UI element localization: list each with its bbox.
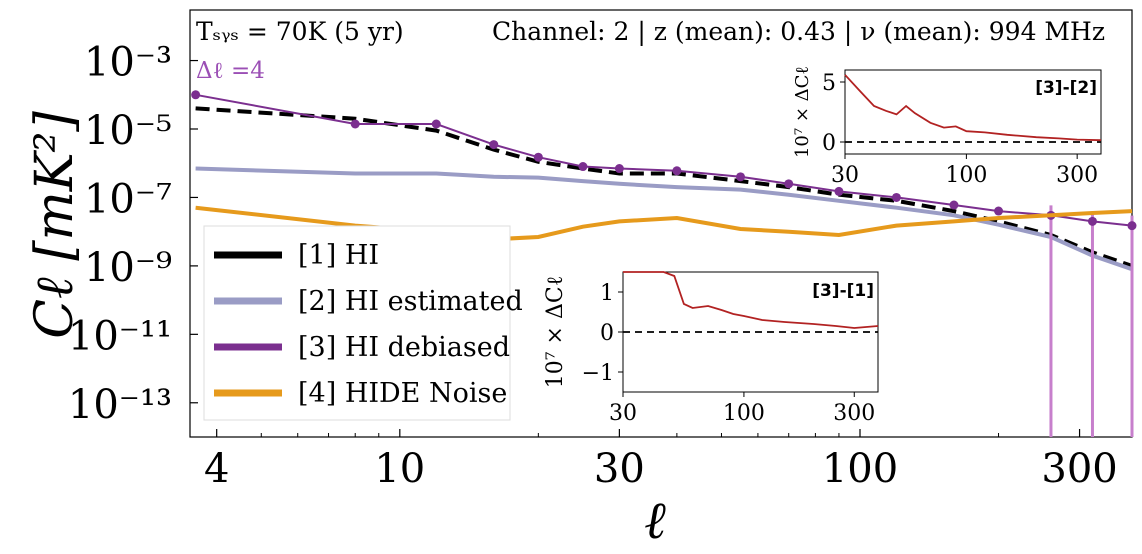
y-tick-label: 10⁻⁷ (84, 176, 172, 222)
inset-lower-title: [3]-[1] (812, 281, 874, 301)
inset-upper-ylabel: 10⁷ × ΔCℓ (792, 66, 813, 158)
inset-x-tick-label: 30 (831, 163, 859, 188)
inset-upper: 30 100 300 0 5 [3]-[2] 10⁷ × ΔCℓ (792, 66, 1102, 188)
x-tick-label: 30 (594, 446, 645, 492)
inset-lower-ylabel: 10⁷ × ΔCℓ (543, 276, 568, 389)
x-tick-label: 10 (374, 446, 425, 492)
inset-upper-title: [3]-[2] (1035, 78, 1097, 98)
delta-ell-annotation: Δℓ =4 (196, 58, 265, 84)
series-2-point (578, 162, 588, 172)
legend-label: [2] HI estimated (298, 286, 523, 317)
legend-label: [1] HI (298, 240, 379, 271)
series-2-point (191, 90, 201, 100)
series-2-point (994, 206, 1004, 216)
series-2-point (834, 186, 844, 196)
legend-label: [3] HI debiased (298, 332, 510, 363)
tsys-annotation: Tₛᵧₛ = 70K (5 yr) (196, 17, 404, 46)
series-2-point (1127, 221, 1137, 231)
x-axis-label: ℓ (644, 491, 666, 551)
inset-y-tick-label: −1 (582, 361, 614, 386)
inset-y-tick-label: 5 (822, 71, 836, 96)
y-axis-label: Cℓ [mK²] (25, 111, 85, 339)
y-tick-label: 10⁻¹¹ (68, 313, 172, 359)
x-tick-label: 300 (1041, 446, 1117, 492)
main-series-group (191, 90, 1137, 437)
inset-y-tick-label: 0 (600, 321, 614, 346)
series-2-point (614, 164, 624, 174)
x-tick-label: 100 (822, 446, 898, 492)
legend-label: [4] HIDE Noise (298, 378, 507, 409)
series-2-point (949, 200, 959, 210)
inset-y-tick-label: 1 (600, 281, 614, 306)
main-x-ticks: 4 10 30 100 300 (204, 429, 1118, 492)
main-y-ticks: 10⁻³ 10⁻⁵ 10⁻⁷ 10⁻⁹ 10⁻¹¹ 10⁻¹³ (68, 40, 198, 428)
series-2-point (431, 119, 441, 129)
inset-series-line (844, 74, 1102, 142)
y-tick-label: 10⁻¹³ (68, 382, 172, 428)
series-2-point (350, 119, 360, 129)
inset-y-tick-label: 0 (822, 131, 836, 156)
series-2-point (784, 179, 794, 189)
legend: [1] HI [2] HI estimated [3] HI debiased [4]… (203, 225, 523, 421)
inset-series-line (623, 271, 879, 329)
inset-x-tick-label: 300 (1056, 163, 1098, 188)
series-2-point (489, 140, 499, 150)
inset-x-tick-label: 100 (945, 163, 987, 188)
series-2-point (533, 152, 543, 162)
x-tick-label: 4 (204, 446, 229, 492)
y-tick-label: 10⁻⁹ (84, 245, 172, 291)
series-2-point (736, 172, 746, 182)
series-1-line (195, 166, 1133, 272)
inset-x-tick-label: 300 (833, 401, 875, 426)
inset-lower: 30 100 300 −1 0 1 [3]-[1] 10⁷ × ΔCℓ (543, 271, 879, 426)
y-tick-label: 10⁻³ (84, 40, 172, 86)
inset-x-tick-label: 100 (723, 401, 765, 426)
series-2-point (672, 166, 682, 176)
channel-annotation: Channel: 2 | z (mean): 0.43 | ν (mean): … (492, 17, 1105, 47)
inset-x-tick-label: 30 (609, 401, 637, 426)
series-2-point (1087, 216, 1097, 226)
series-2-point (891, 192, 901, 202)
y-tick-label: 10⁻⁵ (84, 108, 172, 154)
